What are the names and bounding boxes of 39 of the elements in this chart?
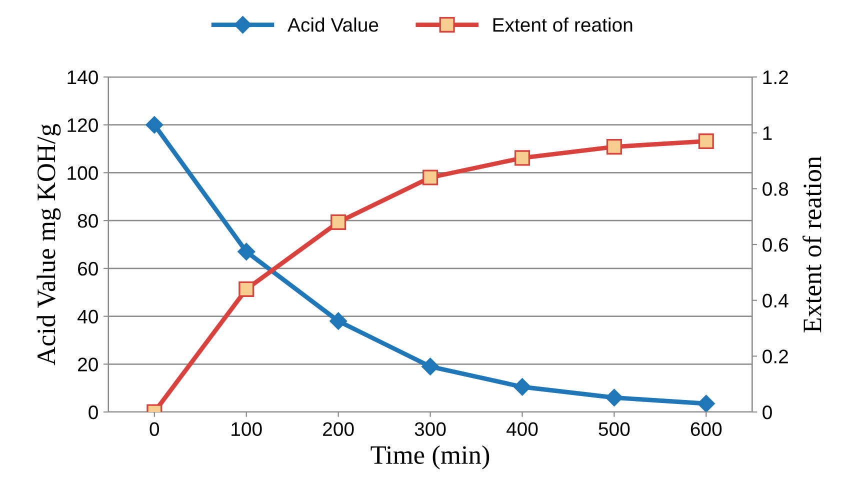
x-tick-label: 600 xyxy=(690,422,722,436)
point xyxy=(606,139,622,155)
point xyxy=(698,133,714,149)
y-axis-title: Acid Value mg KOH/g xyxy=(36,124,61,366)
x-tick-label: 0 xyxy=(150,422,160,436)
y-tick-label: 0 xyxy=(88,405,98,420)
point xyxy=(330,214,346,230)
legend-label: Extent of reation xyxy=(493,18,632,32)
y2-tick-label: 0.6 xyxy=(762,238,788,252)
x-tick-label: 500 xyxy=(598,422,630,436)
x-tick-label: 200 xyxy=(323,422,354,436)
point xyxy=(146,116,164,134)
point xyxy=(330,312,348,330)
point xyxy=(514,378,531,396)
x-tick-label: 300 xyxy=(414,422,446,436)
y2-tick-label: 0.4 xyxy=(762,294,788,308)
y2-axis-title: Extent of reation xyxy=(802,156,822,332)
x-tick-label: 400 xyxy=(506,422,538,436)
x-tick-label: 100 xyxy=(232,422,262,436)
y2-tick-label: 1 xyxy=(763,126,772,140)
y2-tick-label: 1.2 xyxy=(763,70,788,84)
y2-tick-label: 0.2 xyxy=(762,350,788,364)
point xyxy=(514,150,530,166)
y-tick-label: 100 xyxy=(68,166,98,180)
y-tick-label: 40 xyxy=(78,310,98,324)
point xyxy=(422,170,438,186)
y-tick-label: 20 xyxy=(78,358,98,372)
y-tick-label: 120 xyxy=(68,118,98,132)
point xyxy=(697,394,715,412)
x-axis-title: Time (min) xyxy=(370,445,490,470)
y-tick-label: 60 xyxy=(78,262,98,276)
point xyxy=(606,388,623,406)
y2-tick-label: 0 xyxy=(762,405,772,420)
y2-tick-label: 0.8 xyxy=(762,182,788,196)
point xyxy=(422,358,439,376)
y-tick-label: 80 xyxy=(78,214,98,228)
y-tick-label: 140 xyxy=(68,70,98,84)
legend-label: Acid Value xyxy=(288,18,378,32)
point xyxy=(238,242,256,260)
